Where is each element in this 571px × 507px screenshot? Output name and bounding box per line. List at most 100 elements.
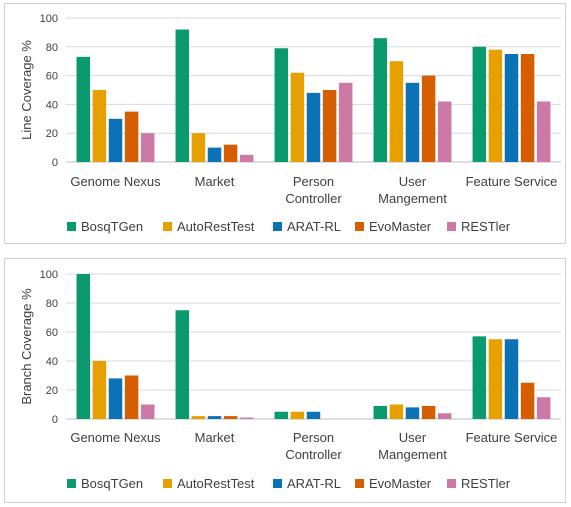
bar-restler-3	[437, 101, 452, 162]
bar-autoresttest-2	[290, 72, 305, 162]
bar-bosqtgen-0	[76, 274, 91, 419]
bar-restler-1	[239, 154, 254, 162]
bar-evomaster-1	[223, 416, 238, 419]
y-tick-label: 80	[46, 42, 58, 54]
bar-autoresttest-0	[92, 90, 107, 162]
legend-label: AutoRestTest	[177, 476, 255, 491]
bar-bosqtgen-3	[373, 38, 388, 162]
bar-bosqtgen-1	[175, 310, 190, 419]
category-label: User	[399, 430, 427, 445]
y-tick-label: 40	[46, 99, 58, 111]
bar-arat-rl-4	[504, 339, 519, 419]
bar-evomaster-0	[124, 375, 139, 419]
legend-label: BosqTGen	[81, 476, 143, 491]
category-label: Feature Service	[466, 430, 558, 445]
bar-restler-4	[536, 397, 551, 419]
legend-label: ARAT-RL	[287, 219, 341, 234]
y-tick-label: 20	[46, 385, 58, 397]
bar-evomaster-1	[223, 144, 238, 162]
bar-autoresttest-2	[290, 411, 305, 419]
legend-swatch	[273, 222, 282, 231]
category-label: Person	[293, 174, 334, 189]
legend-swatch	[447, 479, 456, 488]
legend-label: AutoRestTest	[177, 219, 255, 234]
bar-restler-2	[338, 82, 353, 162]
bar-evomaster-3	[421, 405, 436, 419]
bar-bosqtgen-3	[373, 405, 388, 419]
category-label: Feature Service	[466, 174, 558, 189]
bar-evomaster-4	[520, 382, 535, 419]
bar-bosqtgen-2	[274, 411, 289, 419]
category-label: Market	[195, 430, 235, 445]
y-tick-label: 0	[52, 414, 58, 426]
bar-restler-0	[140, 404, 155, 419]
bar-bosqtgen-1	[175, 29, 190, 162]
bar-autoresttest-3	[389, 61, 404, 163]
line-coverage-chart: 0 20 40 60 80 100 Line Coverage % Genome Nexus M…	[19, 13, 561, 234]
bar-arat-rl-3	[405, 82, 420, 162]
legend-swatch	[163, 479, 172, 488]
bar-arat-rl-3	[405, 407, 420, 419]
bar-autoresttest-4	[488, 339, 503, 419]
legend-swatch	[355, 222, 364, 231]
category-label: Controller	[285, 191, 342, 206]
legend-label: EvoMaster	[369, 476, 432, 491]
bar-autoresttest-3	[389, 404, 404, 419]
bar-autoresttest-0	[92, 361, 107, 419]
y-axis-label: Branch Coverage %	[19, 288, 34, 405]
legend-swatch	[67, 479, 76, 488]
bar-autoresttest-1	[191, 133, 206, 162]
category-label: Genome Nexus	[70, 174, 161, 189]
bar-arat-rl-4	[504, 54, 519, 162]
bar-bosqtgen-0	[76, 56, 91, 162]
y-tick-label: 60	[46, 71, 58, 83]
legend-swatch	[67, 222, 76, 231]
bar-bosqtgen-4	[472, 46, 487, 162]
bar-evomaster-4	[520, 54, 535, 162]
bar-bosqtgen-4	[472, 336, 487, 419]
bar-restler-1	[239, 417, 254, 419]
bar-bosqtgen-2	[274, 48, 289, 162]
bar-arat-rl-1	[207, 416, 222, 419]
legend-swatch	[273, 479, 282, 488]
category-label: User	[399, 174, 427, 189]
y-tick-label: 80	[46, 298, 58, 310]
branch-coverage-chart: 0 20 40 60 80 100 Branch Coverage % Genome Nexu…	[19, 269, 561, 491]
legend-label: BosqTGen	[81, 219, 143, 234]
category-label: Mangement	[378, 191, 447, 206]
bar-arat-rl-1	[207, 147, 222, 162]
legend-label: EvoMaster	[369, 219, 432, 234]
category-label: Mangement	[378, 447, 447, 462]
bar-evomaster-2	[322, 90, 337, 162]
bar-restler-0	[140, 133, 155, 162]
y-tick-label: 100	[40, 13, 58, 25]
legend-swatch	[447, 222, 456, 231]
y-tick-label: 100	[40, 269, 58, 281]
bar-evomaster-0	[124, 111, 139, 162]
bar-arat-rl-0	[108, 118, 123, 162]
bar-arat-rl-2	[306, 92, 321, 162]
y-tick-label: 40	[46, 356, 58, 368]
bar-autoresttest-4	[488, 49, 503, 162]
legend-label: RESTler	[461, 219, 511, 234]
branch-coverage-chart-panel: 0 20 40 60 80 100 Branch Coverage % Genome Nexu…	[4, 258, 566, 503]
bar-restler-3	[437, 413, 452, 419]
category-label: Genome Nexus	[70, 430, 161, 445]
y-tick-label: 0	[52, 157, 58, 169]
bar-restler-4	[536, 101, 551, 162]
y-tick-label: 60	[46, 327, 58, 339]
category-label: Market	[195, 174, 235, 189]
legend-swatch	[163, 222, 172, 231]
bar-arat-rl-0	[108, 378, 123, 419]
y-axis-label: Line Coverage %	[19, 40, 34, 140]
legend-swatch	[355, 479, 364, 488]
bar-evomaster-3	[421, 75, 436, 162]
line-coverage-chart-panel: 0 20 40 60 80 100 Line Coverage % Genome Nexus M…	[4, 3, 566, 244]
legend-label: RESTler	[461, 476, 511, 491]
category-label: Person	[293, 430, 334, 445]
legend-label: ARAT-RL	[287, 476, 341, 491]
category-label: Controller	[285, 447, 342, 462]
bar-autoresttest-1	[191, 416, 206, 419]
bar-arat-rl-2	[306, 411, 321, 419]
y-tick-label: 20	[46, 128, 58, 140]
